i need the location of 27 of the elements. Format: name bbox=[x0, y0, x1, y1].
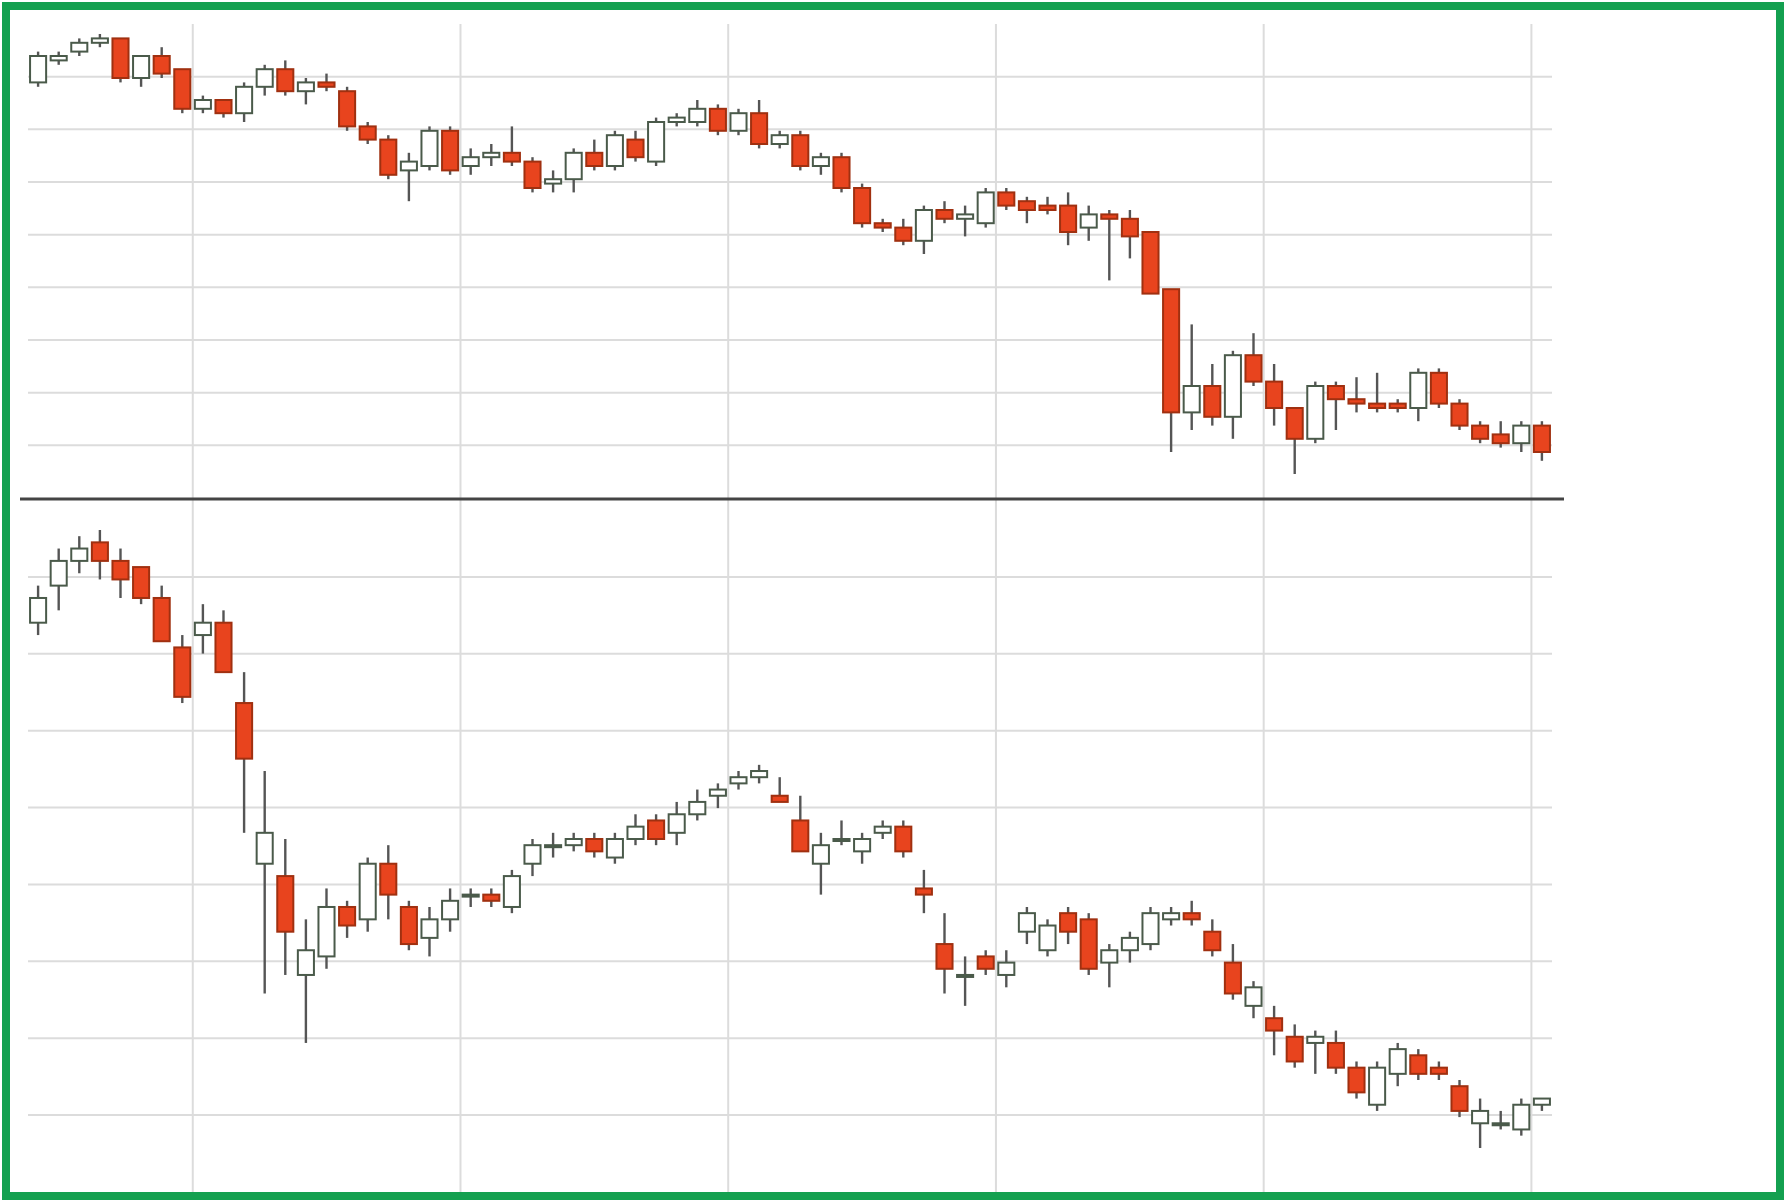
candlestick bbox=[29, 584, 48, 637]
candlestick bbox=[605, 129, 624, 172]
candlestick bbox=[729, 107, 748, 137]
candlestick bbox=[914, 868, 933, 915]
candlestick bbox=[1244, 979, 1263, 1020]
candlestick bbox=[956, 955, 975, 1008]
candlestick bbox=[132, 54, 151, 88]
candlestick bbox=[770, 776, 789, 804]
candlestick bbox=[461, 887, 480, 909]
candlestick bbox=[1409, 367, 1428, 423]
candlestick bbox=[1079, 204, 1098, 242]
candlestick bbox=[502, 868, 521, 915]
candlestick bbox=[873, 819, 892, 841]
candlestick bbox=[935, 911, 954, 995]
candlestick bbox=[997, 949, 1016, 989]
candlestick bbox=[1512, 420, 1531, 454]
candlestick bbox=[1182, 323, 1201, 432]
candlestick bbox=[811, 151, 830, 176]
candlestick bbox=[1306, 1029, 1325, 1076]
candlestick bbox=[255, 769, 274, 995]
candlestick bbox=[1203, 918, 1222, 958]
candlestick bbox=[193, 602, 212, 655]
candlestick bbox=[296, 76, 315, 106]
candlestick bbox=[1265, 1004, 1284, 1057]
candlestick bbox=[811, 831, 830, 896]
candlestick bbox=[708, 782, 727, 810]
candlestick bbox=[914, 204, 933, 256]
